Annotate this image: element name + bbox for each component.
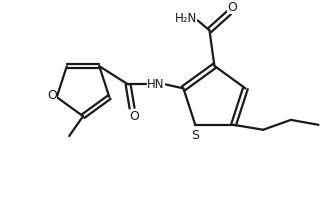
Text: H₂N: H₂N — [175, 12, 197, 25]
Text: O: O — [47, 89, 57, 102]
Text: S: S — [191, 129, 199, 142]
Text: O: O — [129, 109, 139, 123]
Text: HN: HN — [147, 78, 164, 91]
Text: O: O — [227, 1, 237, 14]
